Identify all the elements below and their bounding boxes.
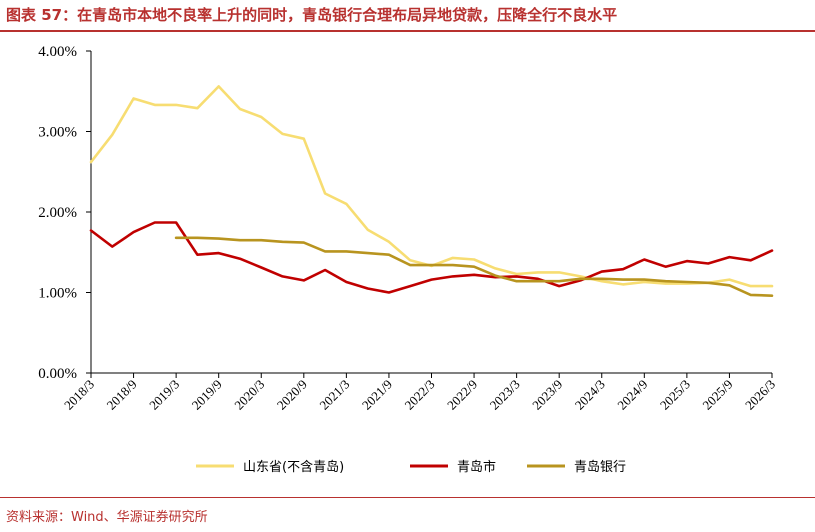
x-tick-label: 2020/9 <box>274 377 310 413</box>
source-divider <box>0 497 815 498</box>
x-tick-label: 2024/3 <box>572 377 608 413</box>
x-tick-label: 2024/9 <box>614 377 650 413</box>
x-tick-label: 2019/9 <box>189 377 225 413</box>
chart-legend: 山东省(不含青岛) 青岛市 青岛银行 <box>196 459 626 475</box>
legend-label-1: 山东省(不含青岛) <box>243 459 344 475</box>
title-divider <box>0 30 815 32</box>
series-line-2 <box>89 221 774 294</box>
y-tick-label: 1.00% <box>38 286 77 302</box>
x-tick-label: 2021/3 <box>316 377 352 413</box>
x-tick-label: 2023/9 <box>529 377 565 413</box>
line-chart: 0.00% 1.00% 2.00% 3.00% 4.00% 2018/3 2018/9 20… <box>38 44 778 475</box>
y-axis-ticks: 0.00% 1.00% 2.00% 3.00% 4.00% <box>38 44 91 382</box>
x-tick-label: 2022/3 <box>401 377 437 413</box>
x-tick-label: 2020/3 <box>231 377 267 413</box>
legend-label-3: 青岛银行 <box>574 459 626 475</box>
series-line-3 <box>174 236 774 298</box>
x-tick-label: 2021/9 <box>359 377 395 413</box>
y-tick-label: 0.00% <box>38 366 77 382</box>
x-tick-label: 2022/9 <box>444 377 480 413</box>
x-tick-label: 2025/9 <box>699 377 735 413</box>
x-tick-label: 2019/3 <box>146 377 182 413</box>
figure-title: 图表 57：在青岛市本地不良率上升的同时，青岛银行合理布局异地贷款，压降全行不良… <box>6 6 618 24</box>
x-tick-label: 2026/3 <box>742 377 778 413</box>
legend-label-2: 青岛市 <box>457 459 496 475</box>
x-tick-label: 2023/3 <box>487 377 523 413</box>
y-tick-label: 3.00% <box>38 125 77 141</box>
chart-axes <box>90 51 772 374</box>
source-note: 资料来源：Wind、华源证券研究所 <box>6 510 208 525</box>
y-tick-label: 2.00% <box>38 205 77 221</box>
series-line-1 <box>89 85 774 288</box>
series-layer <box>89 85 774 298</box>
y-tick-label: 4.00% <box>38 44 77 60</box>
x-tick-label: 2025/3 <box>657 377 693 413</box>
x-axis-ticks: 2018/3 2018/9 2019/3 2019/9 2020/3 2020/9 2021… <box>61 373 778 413</box>
x-tick-label: 2018/9 <box>104 377 140 413</box>
